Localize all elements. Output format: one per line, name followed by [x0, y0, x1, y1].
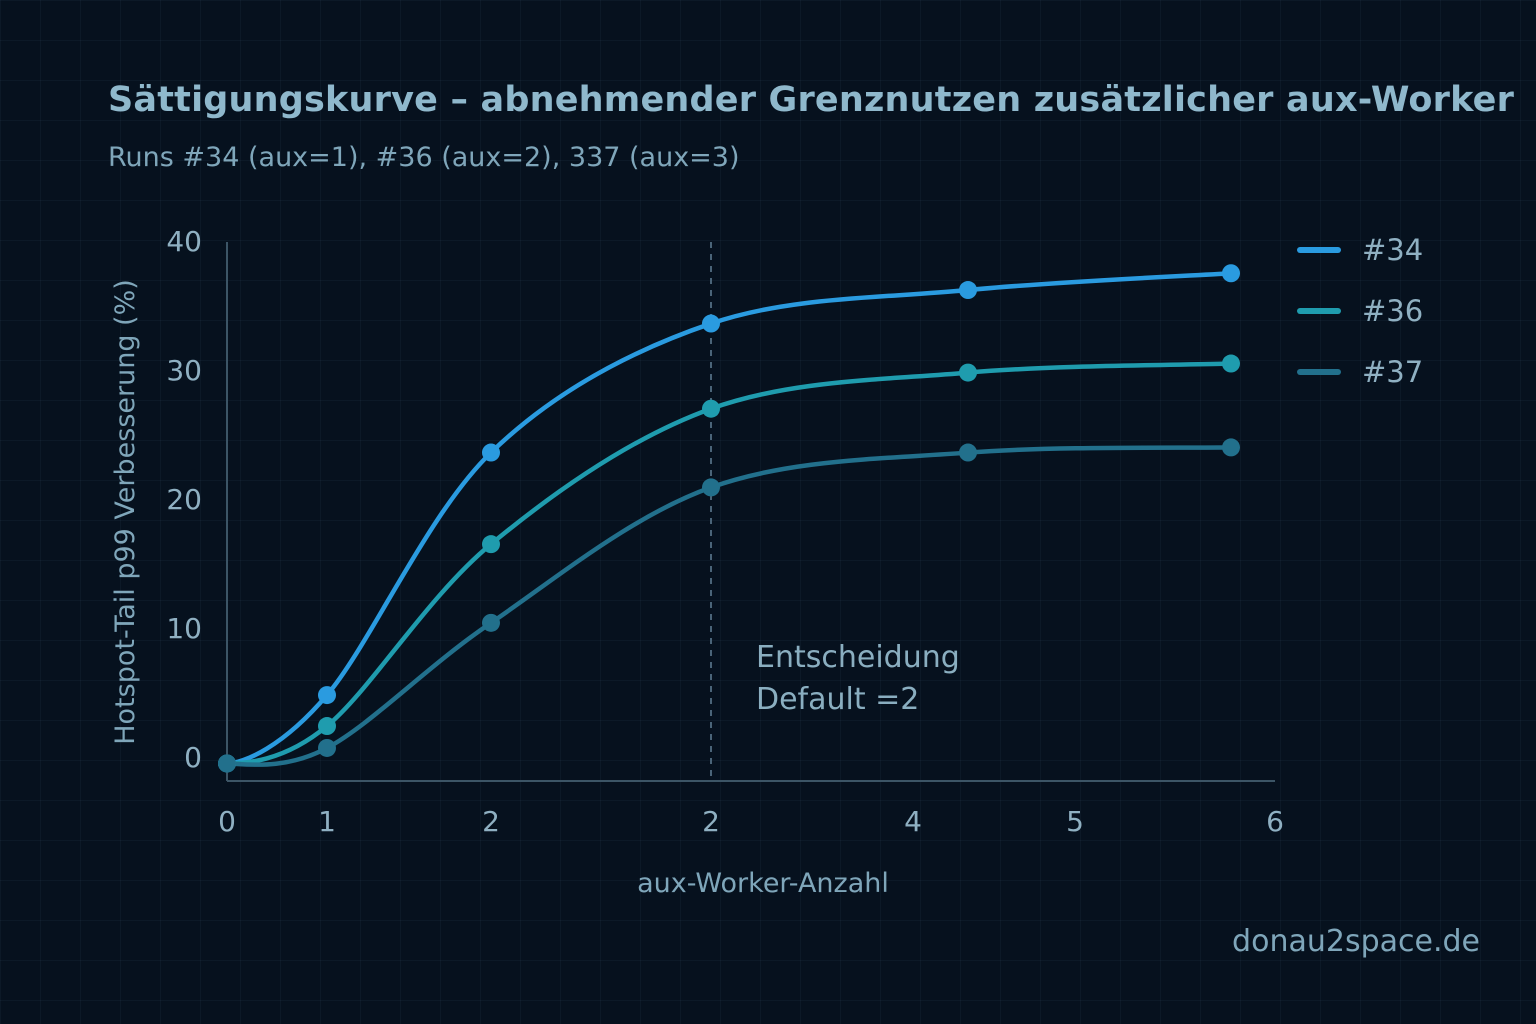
chart-title: Sättigungskurve – abnehmender Grenznutze… — [108, 80, 1515, 120]
x-tick-label: 1 — [318, 805, 336, 838]
chart-axes — [226, 242, 1275, 782]
legend-label: #37 — [1362, 355, 1423, 389]
legend-label: #36 — [1362, 294, 1423, 328]
decision-annotation: Default =2 — [756, 682, 919, 717]
x-tick-label: 0 — [218, 805, 236, 838]
series-lines — [224, 271, 1234, 767]
data-point — [959, 363, 977, 382]
x-tick-label: 5 — [1066, 805, 1084, 838]
x-tick-label: 4 — [904, 805, 922, 838]
data-point — [318, 686, 336, 705]
decision-marker: Entscheidung Default =2 — [710, 242, 960, 781]
data-point — [702, 399, 720, 418]
series-line — [224, 445, 1234, 767]
y-tick-label: 20 — [166, 483, 202, 516]
data-point — [702, 478, 720, 497]
y-tick-label: 30 — [166, 354, 202, 387]
legend-label: #34 — [1362, 233, 1423, 267]
watermark: donau2space.de — [1232, 924, 1480, 959]
series-points — [218, 264, 1240, 773]
legend: #34 #36 #37 — [1297, 233, 1423, 389]
data-point — [1222, 264, 1240, 283]
x-axis-label: aux-Worker-Anzahl — [637, 868, 889, 899]
series-line — [224, 271, 1234, 766]
data-point — [1222, 354, 1240, 373]
y-tick-label: 40 — [166, 225, 202, 258]
data-point — [318, 738, 336, 757]
y-tick-label: 10 — [166, 612, 202, 645]
tick-labels: 0 10 20 30 40 0 1 2 2 4 5 6 — [166, 225, 1284, 838]
y-axis-label: Hotspot-Tail p99 Verbesserung (%) — [110, 279, 141, 745]
chart-subtitle: Runs #34 (aux=1), #36 (aux=2), 337 (aux=… — [108, 142, 740, 173]
data-point — [482, 613, 500, 632]
data-point — [959, 443, 977, 462]
data-point — [482, 443, 500, 462]
decision-annotation: Entscheidung — [756, 640, 960, 675]
data-point — [218, 754, 236, 773]
series-line — [224, 361, 1234, 766]
data-point — [318, 717, 336, 736]
x-tick-label: 6 — [1266, 805, 1284, 838]
data-point — [1222, 438, 1240, 457]
x-tick-label: 2 — [702, 805, 720, 838]
data-point — [959, 281, 977, 300]
y-tick-label: 0 — [184, 741, 202, 774]
x-tick-label: 2 — [482, 805, 500, 838]
data-point — [702, 314, 720, 333]
data-point — [482, 535, 500, 554]
